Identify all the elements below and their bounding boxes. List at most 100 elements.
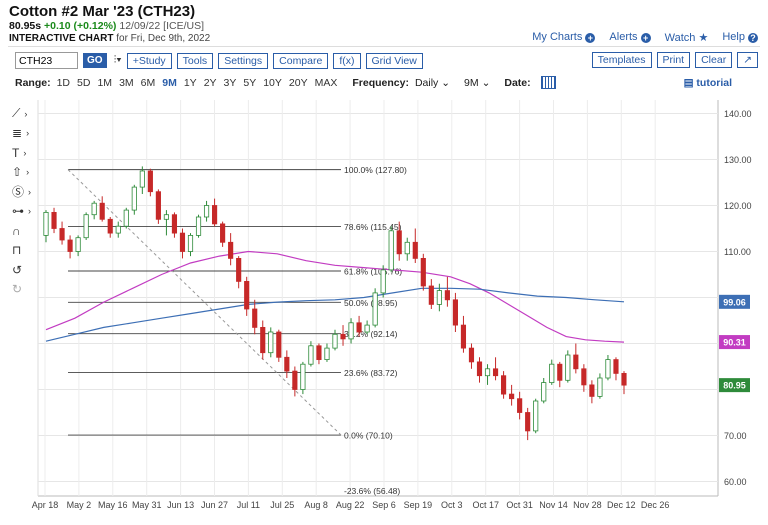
candle-body xyxy=(155,191,161,220)
x-tick-label: May 16 xyxy=(98,500,128,510)
candle-body xyxy=(115,225,121,234)
fib-level-label: 61.8% (105.76) xyxy=(344,267,402,277)
candle-body xyxy=(228,241,234,259)
range-option[interactable]: 20Y xyxy=(288,76,308,89)
range-option[interactable]: 3Y xyxy=(223,76,237,89)
fib-level-label: 50.0% (98.95) xyxy=(344,298,398,308)
help-link[interactable]: Help ? xyxy=(722,31,758,44)
interactive-chart-title: INTERACTIVE CHART xyxy=(9,33,114,44)
grid-view-button[interactable]: Grid View xyxy=(365,52,423,69)
frequency-label: Frequency: xyxy=(352,76,409,89)
calendar-icon[interactable] xyxy=(540,76,556,89)
moving-average-blue xyxy=(45,287,625,342)
candle-body xyxy=(179,232,186,252)
my-charts-link[interactable]: My Charts + xyxy=(532,31,596,44)
candle-body xyxy=(541,382,547,402)
range-bar: Range: 1D 5D 1M 3M 6M 9M 1Y 2Y 3Y 5Y 10Y 20Y MAX Fre… xyxy=(15,76,556,89)
undo-icon[interactable]: ↺ xyxy=(12,262,23,277)
candle-body xyxy=(533,400,539,432)
tools-button[interactable]: Tools xyxy=(176,52,214,69)
range-option[interactable]: MAX xyxy=(314,76,338,89)
header-divider xyxy=(8,46,760,47)
candle-body xyxy=(187,234,194,252)
range-option[interactable]: 5Y xyxy=(243,76,257,89)
lock-icon[interactable]: ⊓ xyxy=(12,243,22,258)
candle-body xyxy=(525,412,531,432)
right-toolbar: Templates Print Clear ↗ xyxy=(591,52,758,68)
candle-body xyxy=(428,285,434,305)
candle-body xyxy=(195,216,202,236)
range-option[interactable]: 9M xyxy=(162,76,177,89)
candle-body xyxy=(268,331,274,354)
range-option[interactable]: 1M xyxy=(97,76,113,89)
candle-body xyxy=(260,326,266,354)
settings-button[interactable]: Settings xyxy=(218,52,269,69)
candle-body xyxy=(573,354,579,370)
candle-body xyxy=(605,359,611,379)
symbol-input[interactable] xyxy=(15,52,78,69)
range-option[interactable]: 5D xyxy=(77,76,91,89)
fib-level-label: 78.6% (115.45) xyxy=(344,222,402,232)
watch-link[interactable]: Watch ★ xyxy=(665,31,709,44)
compare-button[interactable]: Compare xyxy=(273,52,329,69)
top-links: My Charts + Alerts + Watch ★ Help ? xyxy=(532,31,758,44)
magnet-icon[interactable]: ∩ xyxy=(12,223,21,238)
study-button[interactable]: +Study xyxy=(126,52,172,69)
candle-body xyxy=(581,368,587,386)
line-tool-icon[interactable]: ⟋ › xyxy=(12,106,28,121)
x-tick-label: Jul 11 xyxy=(237,500,260,510)
x-tick-label: Sep 19 xyxy=(404,500,433,510)
candle-body xyxy=(549,363,555,384)
range-option[interactable]: 2Y xyxy=(203,76,217,89)
clear-button[interactable]: Clear xyxy=(695,52,733,68)
x-tick-label: Aug 22 xyxy=(336,500,365,510)
alerts-link[interactable]: Alerts + xyxy=(609,31,651,44)
templates-button[interactable]: Templates xyxy=(591,52,652,68)
measure-tool-icon[interactable]: ⊶ › xyxy=(12,204,31,219)
date-label: Date: xyxy=(504,76,531,89)
candle-body xyxy=(348,322,354,340)
fib-level-label: 100.0% (127.80) xyxy=(344,165,407,175)
candle-body xyxy=(276,331,282,358)
watch-label: Watch xyxy=(664,32,696,44)
range-option[interactable]: 3M xyxy=(119,76,134,89)
dollar-tool-icon[interactable]: Ⓢ › xyxy=(12,185,32,200)
range-option[interactable]: 10Y xyxy=(263,76,282,89)
expand-icon[interactable]: ↗ xyxy=(737,52,758,68)
x-tick-label: Jun 13 xyxy=(167,500,194,510)
fib-level-label: 38.2% (92.14) xyxy=(344,329,398,339)
fib-level-label: 23.6% (83.72) xyxy=(344,368,398,378)
candle-body xyxy=(589,384,595,397)
moving-average-pink xyxy=(45,250,625,343)
candle-body xyxy=(364,324,370,333)
plus-icon: + xyxy=(585,33,596,43)
range-option[interactable]: 1D xyxy=(56,76,71,89)
x-tick-label: Aug 8 xyxy=(304,500,328,510)
frequency-value: Daily xyxy=(414,76,439,89)
tutorial-link[interactable]: ▤ tutorial xyxy=(684,77,732,89)
frequency-dropdown[interactable]: Daily ⌄ xyxy=(415,77,450,89)
range-option[interactable]: 6M xyxy=(140,76,156,89)
candle-body xyxy=(565,354,571,381)
candle-body xyxy=(292,370,298,390)
x-tick-label: Dec 26 xyxy=(641,500,670,510)
go-button[interactable]: GO xyxy=(83,53,107,68)
bar-type-icon[interactable]: ⫶▾ xyxy=(113,54,122,66)
redo-icon[interactable]: ↻ xyxy=(12,282,23,297)
text-tool-icon[interactable]: T › xyxy=(12,145,27,160)
candle-body xyxy=(597,377,603,397)
y-tick-label: 70.00 xyxy=(724,431,747,441)
fib-tool-icon[interactable]: ≣ › xyxy=(12,126,30,141)
last-price: 80.95s xyxy=(9,20,42,32)
candle-body xyxy=(75,237,81,252)
range-option[interactable]: 1Y xyxy=(183,76,197,89)
fx-button[interactable]: f(x) xyxy=(333,52,361,69)
print-button[interactable]: Print xyxy=(656,52,691,68)
arrow-tool-icon[interactable]: ⇧ › xyxy=(12,165,30,180)
candle-body xyxy=(613,359,619,374)
period-dropdown[interactable]: 9M ⌄ xyxy=(464,77,490,89)
price-change: +0.10 (+0.12%) xyxy=(44,20,117,32)
candle-body xyxy=(412,241,418,259)
candle-body xyxy=(420,257,426,287)
